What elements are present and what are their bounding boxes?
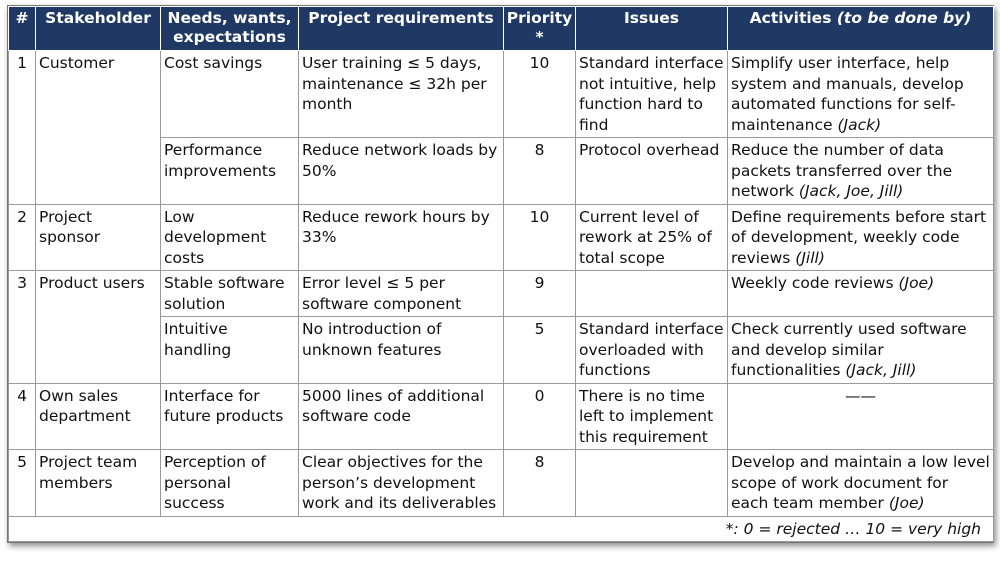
needs-cell: Cost savings	[160, 50, 299, 138]
header-cell: Needs, wants, expectations	[160, 6, 299, 51]
number-cell: 2	[8, 203, 36, 271]
activities-cell: Weekly code reviews (Joe)	[727, 270, 994, 317]
header-cell: #	[8, 6, 36, 51]
needs-cell: Performance improvements	[160, 137, 299, 205]
activity-owner: (Jack, Jill)	[845, 361, 917, 379]
activity-text: Reduce the number of data packets transf…	[731, 141, 953, 200]
activity-text: Define requirements before start of deve…	[731, 207, 987, 267]
row: Performance improvements Reduce network l…	[9, 137, 994, 205]
header-cell: Issues	[575, 6, 728, 51]
priority-cell: 8	[503, 137, 576, 205]
row: 5 Project team members Perception of perso…	[8, 449, 994, 517]
requirements-cell: Reduce rework hours by 33%	[298, 203, 504, 271]
stakeholder-cell: Product users	[35, 270, 161, 384]
stakeholder-cell: Project sponsor	[35, 203, 161, 271]
issues-cell: Standard interface overloaded with funct…	[575, 316, 728, 384]
issues-cell: There is no time left to implement this …	[575, 382, 728, 450]
needs-cell: Perception of personal success	[160, 449, 299, 517]
issues-cell: Current level of rework at 25% of total …	[575, 203, 728, 271]
requirements-cell: Error level ≤ 5 per software component	[298, 270, 504, 317]
row: 4 Own sales department Interface for futur…	[8, 382, 994, 450]
requirements-cell: Reduce network loads by 50%	[298, 137, 504, 205]
stakeholder-cell: Own sales department	[35, 382, 161, 450]
header-row: # Stakeholder Needs, wants, expectations…	[8, 6, 994, 51]
needs-cell: Low development costs	[160, 203, 299, 271]
requirements-cell: Clear objectives for the person’s develo…	[298, 449, 504, 517]
header-cell: Activities (to be done by)	[727, 6, 994, 51]
requirements-cell: No introduction of unknown features	[298, 316, 504, 384]
row: Intuitive handling No introduction of unk…	[9, 316, 994, 384]
activities-cell: Define requirements before start of deve…	[727, 203, 994, 271]
issues-cell: Standard interface not intuitive, help f…	[575, 50, 728, 138]
table-frame: # Stakeholder Needs, wants, expectations…	[7, 5, 994, 543]
number-cell: 3	[8, 270, 36, 384]
header-cell: Project requirements	[298, 6, 504, 51]
activities-cell: ——	[727, 382, 994, 450]
stakeholder-table: # Stakeholder Needs, wants, expectations…	[8, 6, 994, 542]
priority-cell: 8	[503, 449, 576, 517]
header-cell: Priority *	[503, 6, 576, 51]
row: 2 Project sponsor Low development costs Red…	[8, 203, 994, 271]
needs-cell: Stable software solution	[160, 270, 299, 317]
activity-owner: (Jack)	[837, 115, 882, 134]
activities-cell: Simplify user interface, help system and…	[727, 50, 994, 138]
row: 3 Product users Stable software solution Er…	[8, 270, 994, 384]
activities-cell: Check currently used software and develo…	[727, 316, 994, 384]
activity-owner: (Jill)	[795, 248, 825, 267]
header-note: (to be done by)	[836, 9, 972, 27]
activity-text: Develop and maintain a low level scope o…	[731, 453, 990, 512]
footnote-row: *: 0 = rejected … 10 = very high	[8, 515, 994, 542]
header-text: Activities	[749, 9, 832, 27]
activity-owner: (Joe)	[898, 274, 935, 292]
issues-cell	[575, 449, 728, 517]
activity-text: Simplify user interface, help system and…	[731, 54, 964, 134]
header-cell: Stakeholder	[35, 6, 161, 51]
number-cell: 4	[8, 382, 36, 450]
activities-cell: Develop and maintain a low level scope o…	[727, 449, 994, 517]
row: 1 Customer Cost savings User training ≤ 5 d…	[8, 50, 994, 205]
activity-owner: (Jack, Joe, Jill)	[798, 182, 904, 200]
needs-cell: Interface for future products	[160, 382, 299, 450]
priority-cell: 5	[503, 316, 576, 384]
needs-cell: Intuitive handling	[160, 316, 299, 384]
stakeholder-cell: Project team members	[35, 449, 161, 517]
activities-cell: Reduce the number of data packets transf…	[727, 137, 994, 205]
priority-cell: 10	[503, 50, 576, 138]
activity-text: Check currently used software and develo…	[731, 320, 967, 379]
requirements-cell: User training ≤ 5 days, maintenance ≤ 32…	[298, 50, 504, 138]
priority-cell: 10	[503, 203, 576, 271]
priority-cell: 0	[503, 382, 576, 450]
requirements-cell: 5000 lines of additional software code	[298, 382, 504, 450]
issues-cell	[575, 270, 728, 317]
issues-cell: Protocol overhead	[575, 137, 728, 205]
number-cell: 5	[8, 449, 36, 517]
footnote: *: 0 = rejected … 10 = very high	[8, 515, 994, 542]
activity-text: Weekly code reviews	[731, 274, 894, 292]
activity-text: ——	[845, 386, 876, 405]
activity-owner: (Joe)	[888, 494, 925, 512]
priority-cell: 9	[503, 270, 576, 317]
stakeholder-cell: Customer	[35, 50, 161, 205]
number-cell: 1	[8, 50, 36, 205]
